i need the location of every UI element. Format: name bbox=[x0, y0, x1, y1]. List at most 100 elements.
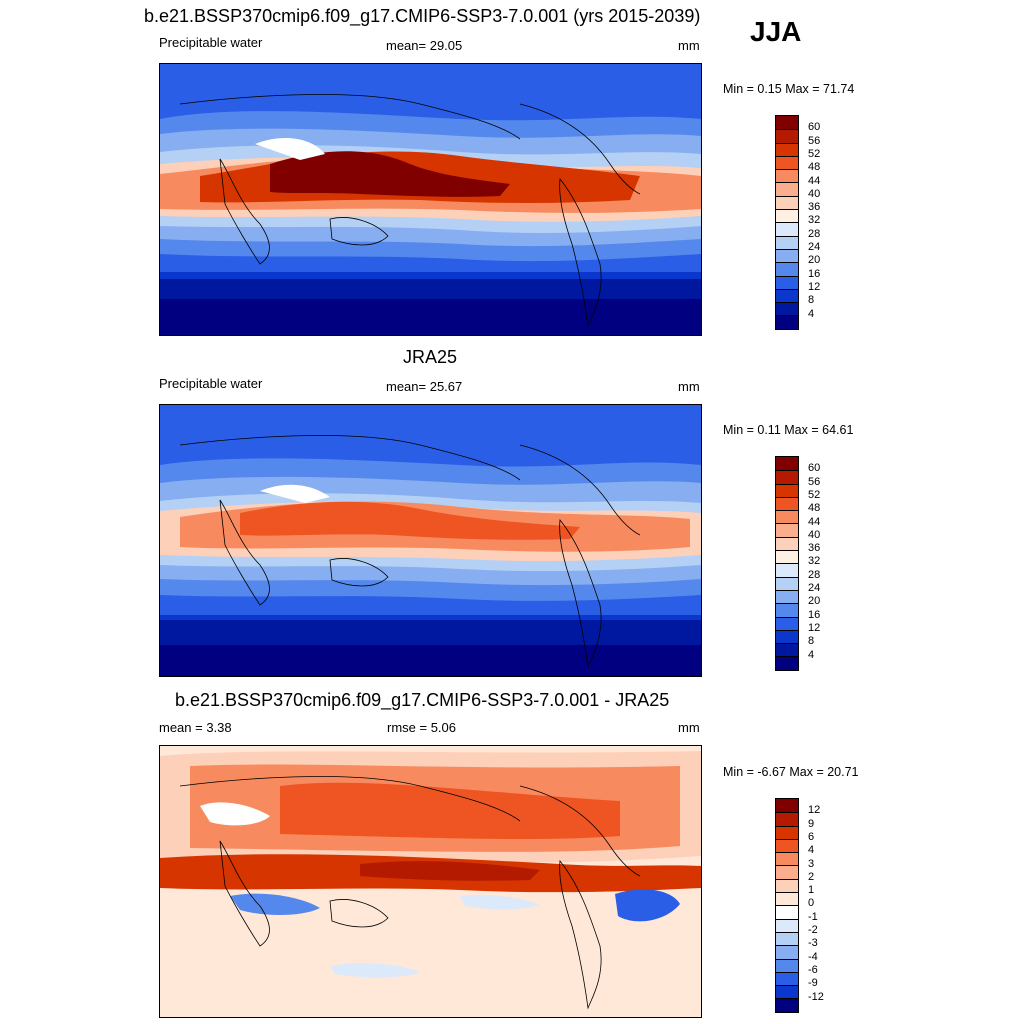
panel-3-colorbar-segment bbox=[776, 931, 798, 946]
panel-1-colorbar-label: 24 bbox=[808, 241, 821, 253]
panel-3-colorbar-segment bbox=[776, 878, 798, 893]
panel-1-title: b.e21.BSSP370cmip6.f09_g17.CMIP6-SSP3-7.… bbox=[144, 6, 701, 26]
panel-1-colorbar-segment bbox=[776, 248, 798, 263]
panel-3-colorbar-label: 0 bbox=[808, 897, 815, 910]
panel-3-rmse-label: rmse = 5.06 bbox=[387, 720, 457, 735]
panel-2-colorbar-segment bbox=[776, 536, 798, 551]
panel-1-minmax-label: Min = 0.15 Max = 71.74 bbox=[723, 82, 855, 96]
panel-1-colorbar-label: 56 bbox=[808, 134, 821, 147]
panel-2-colorbar-label: 48 bbox=[808, 502, 821, 515]
panel-3-colorbar-segment bbox=[776, 865, 798, 879]
panel-3-colorbar-label: -3 bbox=[808, 937, 818, 950]
panel-3-colorbar-segment bbox=[776, 945, 798, 959]
panel-3-colorbar-label: 3 bbox=[808, 857, 815, 870]
panel-2-mean-label: mean= 25.67 bbox=[386, 379, 463, 394]
panel-3-colorbar-label: 6 bbox=[808, 830, 815, 843]
panel-1-colorbar-label: 12 bbox=[808, 280, 821, 293]
panel-3-colorbar-segment bbox=[776, 971, 798, 986]
panel-2-colorbar-label: 32 bbox=[808, 555, 821, 568]
panel-1-colorbar-label: 32 bbox=[808, 214, 821, 227]
panel-2-colorbar-segment bbox=[776, 616, 798, 630]
panel-3-colorbar-segment bbox=[776, 985, 798, 999]
panel-3-colorbar-label: 1 bbox=[808, 884, 815, 897]
panel-1-colorbar-segment bbox=[776, 129, 798, 143]
panel-3-minmax-label: Min = -6.67 Max = 20.71 bbox=[723, 765, 859, 779]
panel-3-colorbar-segment bbox=[776, 998, 798, 1012]
panel-2-colorbar-segment bbox=[776, 576, 798, 590]
panel-2-colorbar-label: 52 bbox=[808, 488, 821, 501]
panel-2-colorbar-segment bbox=[776, 603, 798, 617]
panel-2-minmax-label: Min = 0.11 Max = 64.61 bbox=[723, 423, 854, 437]
panel-1-colorbar-label: 44 bbox=[808, 174, 821, 187]
panel-2-title: JRA25 bbox=[403, 347, 458, 367]
panel-3-colorbar-label: -4 bbox=[808, 950, 818, 963]
panel-1-colorbar-label: 8 bbox=[808, 294, 815, 307]
panel-2-colorbar-label: 40 bbox=[808, 528, 821, 541]
panel-3-colorbar-label: -9 bbox=[808, 977, 818, 990]
panel-1-colorbar-label: 48 bbox=[808, 161, 821, 174]
panel-3-colorbar-label: -6 bbox=[808, 963, 818, 976]
panel-2-colorbar bbox=[775, 456, 799, 671]
panel-1-colorbar-segment bbox=[776, 116, 798, 130]
panel-2-colorbar-segment bbox=[776, 643, 798, 657]
panel-1-colorbar-segment bbox=[776, 288, 798, 303]
panel-1-colorbar-segment bbox=[776, 155, 798, 170]
panel-2-colorbar-label: 36 bbox=[808, 542, 821, 555]
panel-2-map bbox=[159, 404, 702, 677]
panel-1-colorbar-segment bbox=[776, 182, 798, 196]
panel-3-title: b.e21.BSSP370cmip6.f09_g17.CMIP6-SSP3-7.… bbox=[175, 690, 670, 710]
panel-1-colorbar-segment bbox=[776, 142, 798, 156]
panel-2-colorbar-segment bbox=[776, 496, 798, 511]
panel-2-variable-label: Precipitable water bbox=[159, 376, 263, 391]
panel-1-colorbar-segment bbox=[776, 315, 798, 329]
panel-3-colorbar-label: 4 bbox=[808, 844, 815, 857]
panel-3-colorbar-segment bbox=[776, 892, 798, 906]
panel-3-colorbar-segment bbox=[776, 799, 798, 813]
panel-1-colorbar-segment bbox=[776, 209, 798, 223]
panel-2-colorbar-segment bbox=[776, 483, 798, 497]
panel-1-colorbar-label: 16 bbox=[808, 267, 821, 280]
panel-1-map-svg bbox=[160, 64, 701, 335]
panel-3-colorbar-label: -2 bbox=[808, 924, 818, 936]
panel-3-map bbox=[159, 745, 702, 1018]
panel-2-colorbar-label: 56 bbox=[808, 475, 821, 488]
panel-2-colorbar-segment bbox=[776, 523, 798, 537]
season-label: JJA bbox=[750, 16, 802, 47]
panel-2-colorbar-segment bbox=[776, 550, 798, 564]
panel-3-colorbar-label: 12 bbox=[808, 804, 821, 817]
panel-1-map bbox=[159, 63, 702, 336]
panel-3-mean-label: mean = 3.38 bbox=[159, 720, 232, 735]
panel-2-colorbar-label: 4 bbox=[808, 648, 815, 661]
panel-1-units-label: mm bbox=[678, 38, 700, 53]
panel-2-colorbar-label: 8 bbox=[808, 635, 815, 648]
panel-1-colorbar-label: 36 bbox=[808, 201, 821, 214]
panel-3-colorbar-segment bbox=[776, 825, 798, 839]
panel-2-units-label: mm bbox=[678, 379, 700, 394]
panel-1-variable-label: Precipitable water bbox=[159, 35, 263, 50]
panel-2-colorbar-label: 16 bbox=[808, 608, 821, 621]
panel-2-colorbar-label: 20 bbox=[808, 595, 821, 608]
panel-1-colorbar-label: 20 bbox=[808, 254, 821, 267]
panel-1-colorbar-segment bbox=[776, 262, 798, 276]
panel-3-map-svg bbox=[160, 746, 701, 1017]
panel-1-colorbar-label: 4 bbox=[808, 307, 815, 320]
panel-1-colorbar-segment bbox=[776, 235, 798, 249]
panel-2-colorbar-segment bbox=[776, 510, 798, 524]
panel-3-colorbar-segment bbox=[776, 918, 798, 932]
panel-1-colorbar-segment bbox=[776, 169, 798, 183]
panel-3-colorbar-label: -12 bbox=[808, 990, 824, 1003]
panel-3-colorbar-segment bbox=[776, 838, 798, 853]
panel-3-colorbar-segment bbox=[776, 905, 798, 919]
panel-2-colorbar-label: 28 bbox=[808, 568, 821, 581]
panel-2-colorbar-segment bbox=[776, 470, 798, 484]
panel-2-colorbar-segment bbox=[776, 563, 798, 577]
panel-1-colorbar-label: 52 bbox=[808, 147, 821, 160]
panel-2-colorbar-segment bbox=[776, 589, 798, 604]
panel-2-map-svg bbox=[160, 405, 701, 676]
panel-1-colorbar-segment bbox=[776, 302, 798, 316]
panel-1-colorbar-segment bbox=[776, 275, 798, 289]
panel-2-colorbar-label: 60 bbox=[808, 462, 821, 475]
panel-1-colorbar-label: 28 bbox=[808, 227, 821, 240]
panel-2-colorbar-label: 44 bbox=[808, 515, 821, 528]
panel-3-colorbar-label: 2 bbox=[808, 870, 815, 883]
